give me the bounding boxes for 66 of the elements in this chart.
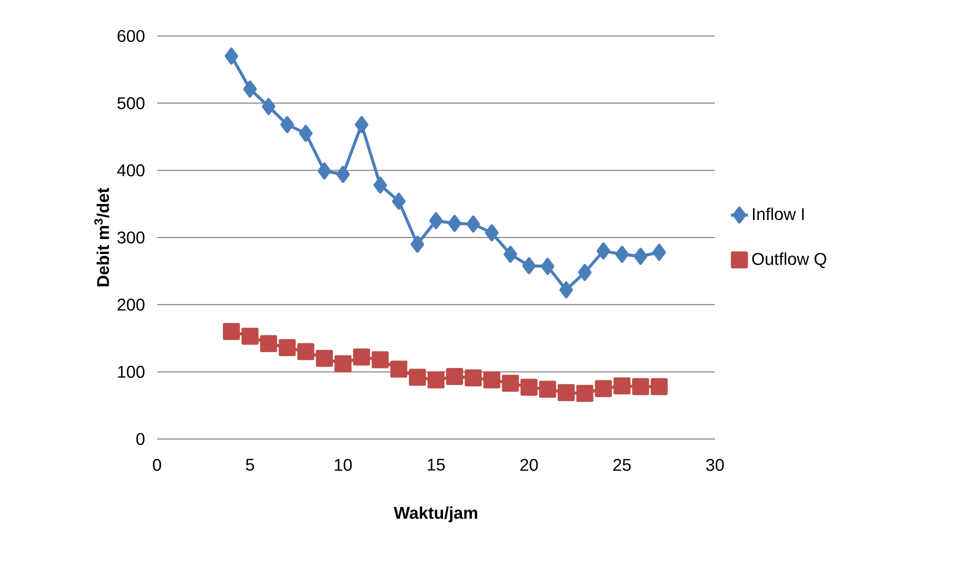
point <box>280 116 294 134</box>
point <box>466 216 480 233</box>
x-tick-label: 15 <box>428 458 445 471</box>
point <box>594 380 612 398</box>
point <box>634 248 648 265</box>
point <box>502 374 519 392</box>
point <box>390 360 408 378</box>
point <box>614 377 631 394</box>
point <box>429 212 443 230</box>
point <box>408 368 426 386</box>
y-axis-title: Debit m$^{3}$/det <box>94 188 110 286</box>
point <box>576 384 594 402</box>
x-tick-label: 30 <box>706 458 724 471</box>
point <box>353 348 370 366</box>
point <box>278 339 296 356</box>
point <box>522 257 536 274</box>
point <box>336 166 350 183</box>
point <box>540 258 554 275</box>
point <box>650 378 668 396</box>
point <box>652 244 666 261</box>
point <box>242 328 259 345</box>
y-tick-label: 500 <box>117 97 144 110</box>
point <box>559 281 573 298</box>
point <box>615 246 629 263</box>
point <box>224 48 238 65</box>
point <box>632 378 650 396</box>
point <box>558 384 575 402</box>
x-axis-title: Waktu/jam <box>394 506 478 522</box>
point <box>578 264 592 281</box>
point <box>260 335 278 352</box>
point <box>373 176 387 194</box>
y-tick-label: 600 <box>118 30 144 42</box>
point <box>222 323 240 340</box>
x-tick-label: 5 <box>246 458 254 471</box>
point <box>464 369 482 386</box>
point <box>520 378 538 396</box>
point <box>539 380 556 398</box>
point <box>410 236 424 253</box>
y-tick-label: 400 <box>117 164 144 176</box>
point <box>354 116 368 134</box>
point <box>596 242 610 260</box>
legend-label: Inflow I <box>753 208 804 220</box>
point <box>448 214 462 232</box>
point <box>483 371 500 388</box>
point <box>297 343 314 360</box>
point <box>316 350 333 367</box>
point <box>299 124 313 142</box>
point <box>262 98 276 116</box>
point <box>392 192 406 210</box>
y-tick-label: 100 <box>118 366 144 378</box>
point <box>334 355 352 372</box>
point <box>428 371 445 388</box>
x-tick-label: 20 <box>520 458 538 471</box>
point <box>318 162 332 180</box>
legend-label: Outflow Q <box>752 252 826 268</box>
point <box>372 351 389 368</box>
point <box>504 246 518 263</box>
point <box>485 224 499 242</box>
y-tick-label: 300 <box>117 231 144 244</box>
point <box>243 80 257 98</box>
x-tick-label: 10 <box>334 458 352 471</box>
x-tick-label: 25 <box>613 458 631 471</box>
y-tick-label: 0 <box>136 432 144 446</box>
y-tick-label: 200 <box>118 298 144 311</box>
x-tick-label: 0 <box>152 458 162 471</box>
point <box>446 368 464 386</box>
